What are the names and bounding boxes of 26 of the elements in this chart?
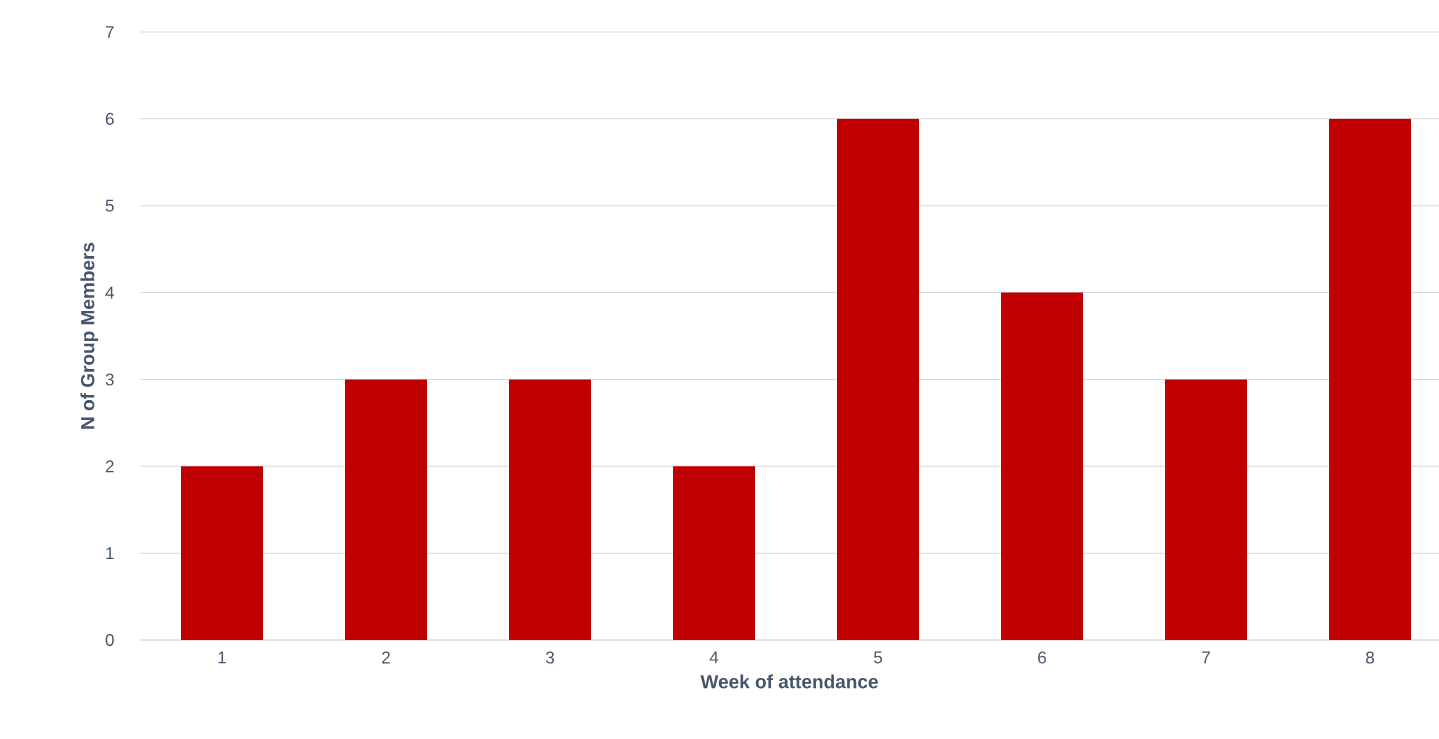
- x-tick-label: 8: [1366, 651, 1375, 664]
- y-tick-label: 4: [105, 286, 114, 299]
- bar: [1001, 292, 1084, 640]
- x-tick-label: 4: [709, 651, 719, 664]
- bar: [181, 466, 263, 640]
- x-tick-label: 7: [1202, 651, 1210, 664]
- y-tick-label: 1: [106, 547, 114, 559]
- y-tick-label: 6: [105, 112, 114, 125]
- bar: [1165, 379, 1248, 640]
- bar: [673, 466, 756, 640]
- y-tick-label: 0: [105, 633, 114, 647]
- y-tick-label: 7: [105, 26, 114, 38]
- x-axis-title: Week of attendance: [700, 674, 878, 689]
- x-tick-label: 2: [382, 651, 390, 664]
- y-tick-label: 3: [105, 373, 114, 386]
- y-tick-label: 5: [105, 199, 114, 212]
- bar: [509, 379, 592, 640]
- y-tick-label: 2: [105, 460, 114, 473]
- y-axis-title: N of Group Members: [80, 242, 99, 429]
- x-tick-label: 5: [873, 651, 883, 664]
- x-tick-label: 3: [545, 651, 554, 664]
- x-tick-label: 1: [218, 651, 226, 664]
- bar: [345, 379, 428, 640]
- x-tick-label: 6: [1038, 651, 1046, 664]
- bar: [1329, 118, 1412, 640]
- bar: [837, 118, 920, 640]
